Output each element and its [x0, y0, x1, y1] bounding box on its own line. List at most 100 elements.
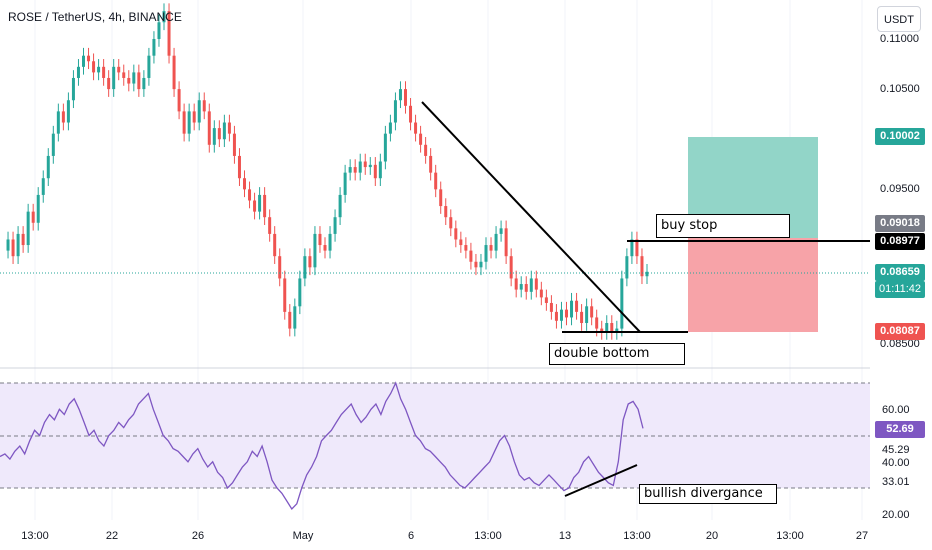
- candle-body: [97, 67, 100, 73]
- candle-body: [515, 278, 518, 289]
- time-tick-label: 6: [408, 530, 414, 542]
- candle-body: [545, 297, 548, 303]
- price-tick-label: 0.09500: [880, 183, 920, 195]
- candle-body: [67, 100, 70, 122]
- candle-body: [620, 278, 623, 328]
- candle-body: [424, 145, 427, 156]
- time-tick-label: 13:00: [623, 530, 651, 542]
- candle-body: [203, 100, 206, 111]
- candle-body: [394, 100, 397, 122]
- candle-body: [565, 310, 568, 318]
- candle-body: [560, 310, 563, 321]
- candle-body: [324, 245, 327, 251]
- candle-body: [349, 167, 352, 173]
- candle-body: [555, 312, 558, 321]
- stop-loss-price-tag: 0.08087: [875, 323, 925, 340]
- countdown-tag: 01:11:42: [875, 281, 925, 298]
- rsi-current-tag: 52.69: [875, 421, 925, 438]
- candle-body: [625, 256, 628, 278]
- candle-body: [12, 239, 15, 256]
- candle-body: [142, 78, 145, 89]
- bullish-divergence-label[interactable]: bullish divergance: [639, 484, 777, 504]
- candle-body: [479, 262, 482, 268]
- rsi-tick-label: 20.00: [882, 509, 910, 521]
- candle-body: [404, 89, 407, 106]
- candle-body: [92, 61, 95, 72]
- candle-body: [510, 256, 513, 278]
- stop-level-price-tag: 0.09018: [875, 215, 925, 232]
- time-tick-label: May: [293, 530, 314, 542]
- currency-button[interactable]: USDT: [877, 6, 921, 32]
- candle-body: [354, 167, 357, 173]
- candle-body: [293, 306, 296, 328]
- rsi-tick-label: 40.00: [882, 457, 910, 469]
- candle-body: [127, 78, 130, 84]
- candle-body: [535, 278, 538, 289]
- candle-body: [444, 206, 447, 217]
- candle-body: [57, 111, 60, 133]
- candle-body: [17, 234, 20, 256]
- candle-body: [218, 128, 221, 139]
- target-price-tag: 0.10002: [875, 128, 925, 145]
- candle-body: [500, 228, 503, 234]
- candle-body: [344, 173, 347, 195]
- rsi-tick-label: 33.01: [882, 476, 910, 488]
- candle-body: [530, 278, 533, 291]
- candle-body: [449, 217, 452, 228]
- candle-body: [605, 323, 608, 332]
- candle-body: [122, 72, 125, 78]
- candle-body: [429, 156, 432, 173]
- double-bottom-label[interactable]: double bottom: [549, 343, 685, 365]
- buy-stop-label[interactable]: buy stop: [656, 214, 790, 238]
- candle-body: [374, 165, 377, 178]
- candle-body: [253, 200, 256, 211]
- price-tick-label: 0.10500: [880, 83, 920, 95]
- current-price-tag: 0.08659: [875, 264, 925, 281]
- candle-body: [32, 212, 35, 223]
- candle-body: [268, 217, 271, 234]
- candle-body: [27, 212, 30, 245]
- candle-body: [389, 123, 392, 134]
- candle-body: [7, 239, 10, 250]
- candle-body: [495, 234, 498, 251]
- candle-body: [540, 290, 543, 298]
- candle-body: [248, 189, 251, 200]
- candle-body: [485, 245, 488, 262]
- candle-body: [278, 256, 281, 278]
- candle-body: [359, 162, 362, 173]
- candle-body: [152, 39, 155, 56]
- candle-body: [213, 128, 216, 145]
- candle-body: [193, 111, 196, 122]
- candle-body: [132, 72, 135, 83]
- time-tick-label: 26: [192, 530, 204, 542]
- candle-body: [469, 251, 472, 262]
- stop-loss-zone: [688, 238, 818, 332]
- candle-body: [520, 284, 523, 290]
- candle-body: [208, 111, 211, 144]
- candle-body: [52, 134, 55, 156]
- candle-body: [223, 123, 226, 140]
- time-tick-label: 13:00: [776, 530, 804, 542]
- candle-body: [273, 234, 276, 256]
- time-axis[interactable]: 13:00 22 26 May 6 13:00 13 13:00 20 13:00 27: [21, 530, 868, 542]
- candle-body: [399, 89, 402, 100]
- candle-body: [334, 217, 337, 234]
- candle-body: [283, 278, 286, 311]
- candle-body: [505, 228, 508, 256]
- candle-body: [439, 189, 442, 206]
- candle-body: [610, 323, 613, 332]
- candle-body: [490, 245, 493, 251]
- candle-body: [590, 306, 593, 317]
- candle-body: [384, 134, 387, 162]
- time-tick-label: 27: [856, 530, 868, 542]
- candle-body: [298, 278, 301, 306]
- candle-body: [464, 245, 467, 251]
- time-tick-label: 13:00: [474, 530, 502, 542]
- candle-body: [117, 67, 120, 73]
- candle-body: [37, 195, 40, 223]
- candle-body: [147, 56, 150, 78]
- candlestick-series: [7, 3, 649, 339]
- candle-body: [107, 78, 110, 89]
- price-axis[interactable]: 0.11000 0.10500 0.09500 0.08500: [880, 33, 920, 350]
- candle-body: [329, 234, 332, 251]
